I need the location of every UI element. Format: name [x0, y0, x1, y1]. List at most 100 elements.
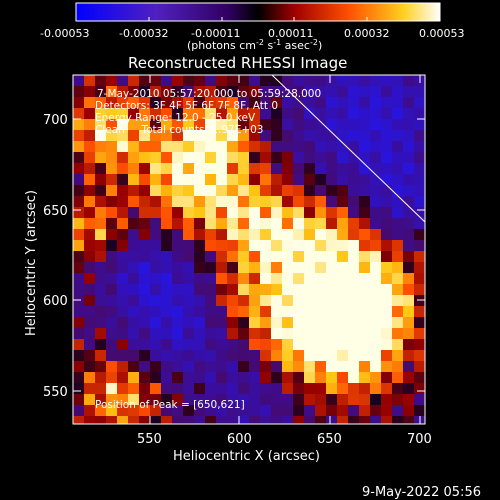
- image-pixel: [381, 262, 393, 274]
- image-pixel: [73, 196, 85, 208]
- image-pixel: [293, 317, 305, 329]
- image-pixel: [381, 108, 393, 120]
- image-pixel: [392, 405, 404, 417]
- image-pixel: [238, 350, 250, 362]
- image-pixel: [161, 163, 173, 175]
- image-pixel: [315, 130, 327, 142]
- image-pixel: [128, 229, 140, 241]
- image-pixel: [205, 306, 217, 318]
- image-pixel: [106, 372, 118, 384]
- image-pixel: [117, 119, 129, 131]
- image-pixel: [392, 284, 404, 296]
- image-pixel: [403, 196, 415, 208]
- image-pixel: [282, 339, 294, 351]
- image-pixel: [414, 262, 425, 274]
- image-pixel: [172, 196, 184, 208]
- image-pixel: [260, 185, 272, 197]
- image-pixel: [315, 97, 327, 109]
- image-pixel: [150, 394, 162, 406]
- image-pixel: [370, 251, 382, 263]
- image-pixel: [73, 174, 85, 186]
- image-pixel: [348, 152, 360, 164]
- image-pixel: [73, 86, 85, 98]
- image-pixel: [414, 284, 425, 296]
- image-pixel: [249, 163, 261, 175]
- image-pixel: [106, 284, 118, 296]
- image-pixel: [128, 130, 140, 142]
- image-pixel: [348, 108, 360, 120]
- image-pixel: [238, 152, 250, 164]
- image-pixel: [392, 361, 404, 373]
- image-pixel: [260, 86, 272, 98]
- image-pixel: [150, 251, 162, 263]
- image-pixel: [359, 207, 371, 219]
- image-pixel: [106, 152, 118, 164]
- image-pixel: [95, 273, 107, 285]
- image-pixel: [172, 163, 184, 175]
- image-pixel: [315, 405, 327, 417]
- image-pixel: [194, 152, 206, 164]
- image-pixel: [348, 229, 360, 241]
- image-pixel: [139, 119, 151, 131]
- image-pixel: [337, 185, 349, 197]
- image-pixel: [172, 97, 184, 109]
- image-pixel: [183, 163, 195, 175]
- image-pixel: [414, 207, 425, 219]
- image-pixel: [326, 416, 338, 424]
- image-pixel: [282, 185, 294, 197]
- image-pixel: [293, 240, 305, 252]
- y-tick-label: 600: [43, 294, 68, 309]
- image-pixel: [260, 229, 272, 241]
- image-pixel: [161, 361, 173, 373]
- image-pixel: [95, 152, 107, 164]
- image-pixel: [392, 372, 404, 384]
- image-pixel: [370, 75, 382, 87]
- image-pixel: [73, 262, 85, 274]
- image-pixel: [392, 273, 404, 285]
- image-pixel: [172, 141, 184, 153]
- image-pixel: [128, 119, 140, 131]
- image-pixel: [73, 75, 85, 87]
- image-pixel: [106, 185, 118, 197]
- image-pixel: [238, 284, 250, 296]
- image-pixel: [194, 383, 206, 395]
- image-pixel: [216, 262, 228, 274]
- image-pixel: [260, 273, 272, 285]
- image-pixel: [370, 405, 382, 417]
- image-pixel: [216, 361, 228, 373]
- image-pixel: [84, 394, 96, 406]
- image-pixel: [227, 229, 239, 241]
- image-pixel: [128, 361, 140, 373]
- image-pixel: [117, 141, 129, 153]
- image-pixel: [249, 130, 261, 142]
- image-pixel: [315, 218, 327, 230]
- energy-range-text: Energy Range: 12.0 - 25.0 keV: [95, 112, 256, 124]
- image-pixel: [205, 273, 217, 285]
- image-pixel: [249, 174, 261, 186]
- image-pixel: [106, 361, 118, 373]
- image-pixel: [205, 141, 217, 153]
- image-pixel: [172, 383, 184, 395]
- image-pixel: [194, 240, 206, 252]
- image-pixel: [194, 284, 206, 296]
- image-pixel: [249, 295, 261, 307]
- image-pixel: [282, 97, 294, 109]
- image-pixel: [183, 262, 195, 274]
- image-pixel: [128, 75, 140, 87]
- image-pixel: [84, 295, 96, 307]
- image-pixel: [304, 130, 316, 142]
- image-pixel: [271, 416, 283, 424]
- image-pixel: [106, 339, 118, 351]
- image-pixel: [161, 119, 173, 131]
- image-pixel: [293, 339, 305, 351]
- image-pixel: [227, 339, 239, 351]
- image-pixel: [205, 86, 217, 98]
- image-pixel: [359, 185, 371, 197]
- image-pixel: [106, 240, 118, 252]
- image-pixel: [370, 317, 382, 329]
- image-pixel: [139, 152, 151, 164]
- image-pixel: [337, 394, 349, 406]
- image-pixel: [326, 361, 338, 373]
- image-pixel: [172, 328, 184, 340]
- image-pixel: [238, 262, 250, 274]
